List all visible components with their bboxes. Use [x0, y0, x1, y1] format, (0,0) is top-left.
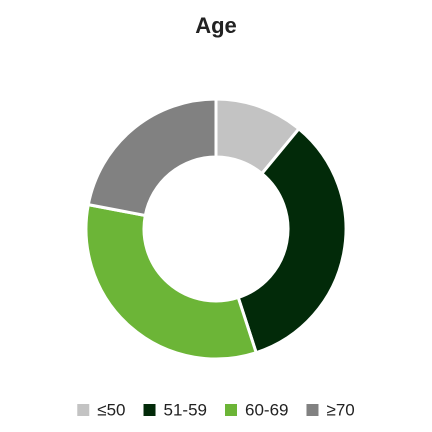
legend-label: ≥70: [326, 400, 354, 419]
slice: [84, 202, 259, 361]
legend-label: 51-59: [164, 400, 207, 419]
legend-marker: [77, 404, 90, 416]
legend-marker: [306, 404, 319, 416]
legend-marker: [225, 404, 237, 416]
legend-marker: [143, 404, 156, 416]
slice: [236, 126, 348, 355]
legend-label: ≤50: [97, 400, 125, 419]
chart-title: Age: [195, 13, 237, 38]
legend-label: 60-69: [245, 400, 288, 419]
slice: [86, 97, 218, 218]
